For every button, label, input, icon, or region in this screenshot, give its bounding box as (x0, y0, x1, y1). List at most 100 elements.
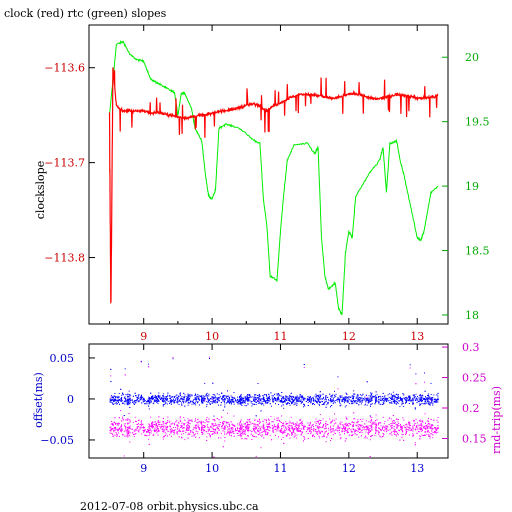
offset-point-series-point (214, 396, 216, 398)
offset-point-series-point (173, 401, 175, 403)
offset-point-series-point (395, 403, 397, 405)
rndtrip-point-series-point (387, 419, 389, 421)
offset-point-series-point (351, 395, 353, 397)
offset-point-series-point (289, 404, 291, 406)
rndtrip-point-series-point (110, 396, 112, 398)
offset-point-series-point (131, 399, 133, 401)
rndtrip-point-series-point (368, 429, 370, 431)
offset-point-series-point (321, 398, 323, 400)
rndtrip-point-series-point (300, 422, 302, 424)
rndtrip-point-series-point (293, 436, 295, 438)
rndtrip-point-series-point (265, 431, 267, 433)
rndtrip-point-series-point (206, 439, 208, 441)
offset-point-series-point (203, 395, 205, 397)
offset-point-series-point (347, 400, 349, 401)
rndtrip-point-series-point (112, 428, 113, 429)
offset-point-series-point (325, 395, 327, 397)
offset-point-series-point (330, 398, 332, 399)
rndtrip-point-series-point (117, 423, 119, 425)
rndtrip-point-series-point (319, 422, 321, 424)
offset-point-series-point (141, 402, 143, 404)
rndtrip-point-series-point (146, 431, 148, 432)
rndtrip-point-series-point (288, 427, 290, 428)
offset-point-series-point (408, 396, 410, 398)
offset-point-series-point (368, 400, 370, 402)
offset-point-series-point (258, 400, 260, 402)
rndtrip-point-series-point (269, 423, 271, 425)
rndtrip-point-series-point (116, 429, 118, 431)
offset-point-series-point (337, 399, 339, 400)
rndtrip-point-series-point (123, 430, 125, 432)
offset-point-series-point (232, 401, 234, 403)
offset-point-series-point (412, 402, 414, 404)
rndtrip-point-series-point (201, 433, 203, 435)
rndtrip-point-series-point (154, 431, 156, 432)
rndtrip-point-series-point (164, 428, 166, 430)
offset-point-series-point (396, 399, 398, 401)
offset-point-series-point (148, 401, 150, 403)
rndtrip-point-series-point (357, 431, 359, 432)
offset-point-series-point (208, 400, 210, 402)
offset-point-series-point (245, 398, 247, 399)
offset-point-series-point (109, 398, 111, 400)
rndtrip-point-series-point (402, 417, 404, 419)
offset-point-series-point (247, 397, 249, 399)
offset-point-series-point (239, 398, 241, 400)
offset-point-series-point (227, 395, 229, 397)
rndtrip-point-series-point (331, 428, 333, 430)
offset-point-series-point (325, 397, 327, 399)
offset-point-series-point (331, 405, 333, 406)
rndtrip-point-series-point (125, 426, 127, 428)
offset-point-series-point (221, 398, 223, 400)
rndtrip-point-series-point (277, 423, 279, 425)
rndtrip-point-series-point (436, 428, 438, 430)
offset-point-series-point (222, 396, 224, 398)
offset-point-series-point (263, 396, 265, 398)
rndtrip-point-series-point (313, 428, 315, 429)
offset-point-series-point (265, 394, 267, 396)
rndtrip-point-series-point (128, 427, 130, 429)
rndtrip-point-series-point (244, 426, 246, 428)
rndtrip-point-series-point (273, 431, 275, 433)
rndtrip-point-series-point (183, 430, 185, 432)
rndtrip-point-series-point (176, 432, 178, 434)
offset-point-series-point (240, 398, 242, 400)
offset-point-series-point (155, 400, 157, 402)
rndtrip-point-series-point (187, 427, 189, 429)
offset-point-series-point (397, 397, 398, 398)
offset-point-series-point (343, 398, 345, 400)
rndtrip-point-series-point (344, 423, 346, 425)
offset-point-series-point (374, 403, 376, 405)
offset-point-series-point (166, 399, 168, 401)
rndtrip-point-series-point (206, 424, 208, 426)
offset-point-series-point (307, 399, 309, 401)
rndtrip-point-series-point (201, 426, 203, 428)
offset-point-series-point (432, 402, 434, 404)
rndtrip-point-series-point (252, 435, 253, 437)
offset-point-series-point (391, 401, 393, 403)
offset-point-series-point (355, 400, 357, 402)
rndtrip-point-series-point (229, 424, 230, 426)
offset-point-series-point (378, 396, 380, 397)
offset-point-series-point (276, 400, 278, 402)
rndtrip-point-series-point (274, 425, 276, 427)
rndtrip-point-series-point (179, 419, 181, 421)
offset-point-series-point (243, 400, 245, 402)
offset-point-series-point (255, 415, 257, 417)
offset-point-series-point (179, 395, 181, 397)
rndtrip-point-series-point (211, 423, 213, 425)
rndtrip-point-series-point (152, 434, 154, 436)
offset-point-series-point (281, 397, 283, 399)
rndtrip-point-series-point (187, 434, 189, 436)
offset-point-series-point (361, 400, 363, 402)
rndtrip-point-series-point (393, 430, 395, 432)
rndtrip-point-series-point (393, 426, 395, 427)
rndtrip-point-series-point (199, 422, 201, 424)
offset-point-series-point (201, 402, 203, 404)
rndtrip-point-series-point (116, 423, 118, 425)
rndtrip-point-series-point (393, 432, 395, 434)
offset-point-series-point (258, 399, 260, 401)
offset-point-series-point (197, 402, 199, 404)
rndtrip-point-series-point (249, 418, 251, 420)
rndtrip-point-series-point (345, 424, 347, 426)
